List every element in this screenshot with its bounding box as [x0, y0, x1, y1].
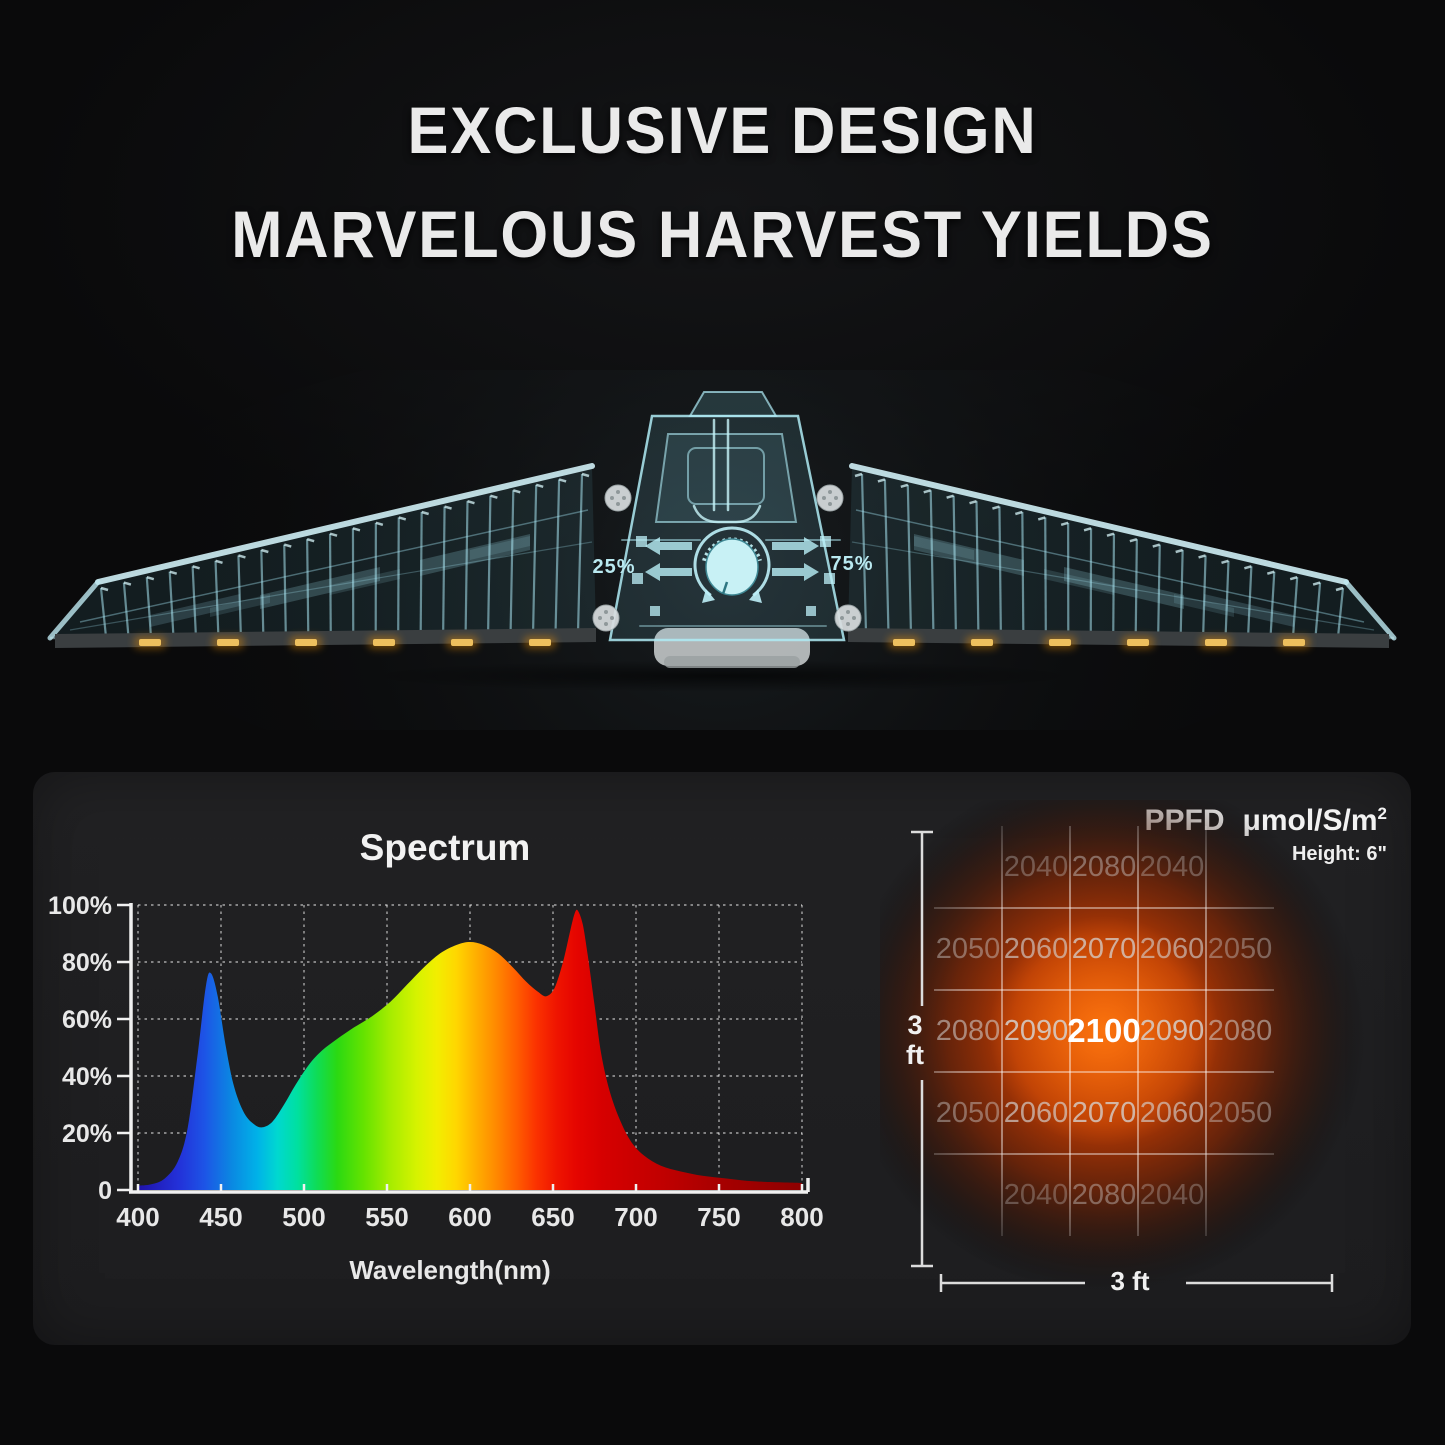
ppfd-gridlines — [934, 826, 1274, 1236]
ppfd-value: 2060 — [1139, 932, 1205, 965]
driver-top-panel — [654, 433, 798, 523]
headline-line2: MARVELOUS HARVEST YIELDS — [231, 197, 1214, 271]
ppfd-value: 2080 — [1071, 850, 1137, 883]
ppfd-value: 2080 — [1071, 1178, 1137, 1211]
driver-top-inset — [687, 447, 765, 505]
x-tick-label: 600 — [448, 1202, 491, 1232]
ppfd-value: 2040 — [1003, 850, 1069, 883]
ppfd-value: 2080 — [1207, 1014, 1273, 1047]
horizontal-dimension-label: 3 ft — [1110, 1266, 1150, 1296]
ppfd-value: 2040 — [1003, 1178, 1069, 1211]
ppfd-value: 2050 — [935, 1096, 1001, 1129]
ppfd-map-graphics — [880, 800, 1366, 1293]
y-tick-label: 80% — [62, 949, 112, 977]
ppfd-heat-core — [989, 916, 1219, 1146]
led-strip-lights — [134, 636, 556, 649]
x-tick-label: 450 — [199, 1202, 242, 1232]
dimmer-label-75: 75% — [830, 553, 873, 575]
y-tick-label: 60% — [62, 1006, 112, 1034]
ppfd-value: 2090 — [1003, 1014, 1069, 1047]
y-tick-label: 40% — [62, 1063, 112, 1091]
x-tick-label: 400 — [116, 1202, 159, 1232]
ppfd-value: 2050 — [1207, 1096, 1273, 1129]
ppfd-height-note: Height: 6" — [1291, 843, 1387, 865]
ppfd-value: 2070 — [1071, 932, 1137, 965]
y-tick-label: 20% — [62, 1120, 112, 1148]
spectrum-chart-title: Spectrum — [359, 827, 531, 868]
ppfd-map: 2040 2080 2040 2050 2060 2070 2060 2050 2080 2090… — [880, 800, 1445, 1345]
heatsink-wing-left — [47, 463, 597, 649]
ppfd-value: 2060 — [1139, 1096, 1205, 1129]
ppfd-value: 2050 — [935, 932, 1001, 965]
x-tick-label: 800 — [780, 1202, 823, 1232]
spectrum-area-curve — [138, 909, 802, 1190]
ppfd-value: 2060 — [1003, 1096, 1069, 1129]
x-tick-label: 700 — [614, 1202, 657, 1232]
x-tick-label: 500 — [282, 1202, 325, 1232]
spectrum-x-axis-title: Wavelength(nm) — [349, 1255, 551, 1285]
dimmer-arrows — [645, 537, 819, 581]
ppfd-value: 2090 — [1139, 1014, 1205, 1047]
ppfd-value: 2080 — [935, 1014, 1001, 1047]
y-tick-label: 0 — [98, 1177, 112, 1205]
hanger-bracket — [688, 391, 778, 417]
ppfd-value: 2100 — [1067, 1012, 1141, 1049]
ppfd-value: 2040 — [1139, 850, 1205, 883]
ppfd-value: 2050 — [1207, 932, 1273, 965]
x-tick-label: 550 — [365, 1202, 408, 1232]
vertical-dimension-label: 3 ft — [906, 1010, 924, 1070]
ppfd-value: 2070 — [1071, 1096, 1137, 1129]
spectrum-axes — [117, 903, 810, 1194]
fixture-shadow — [362, 660, 1082, 692]
heatsink-fins — [99, 472, 590, 638]
x-tick-label: 750 — [697, 1202, 740, 1232]
y-tick-label: 100% — [48, 892, 112, 920]
headline-line1: EXCLUSIVE DESIGN — [407, 93, 1038, 167]
x-tick-label: 650 — [531, 1202, 574, 1232]
ppfd-value: 2040 — [1139, 1178, 1205, 1211]
corner-screws — [592, 484, 862, 632]
panel-seam-tabs — [632, 536, 835, 616]
dimension-lines — [911, 830, 1334, 1292]
dimmer-label-25: 25% — [592, 556, 635, 578]
driver-base-shadow — [664, 656, 800, 668]
ppfd-value: 2060 — [1003, 932, 1069, 965]
dimmer-knob — [693, 526, 771, 603]
growlight-wireframe-render: 25% 75% — [47, 370, 1445, 730]
